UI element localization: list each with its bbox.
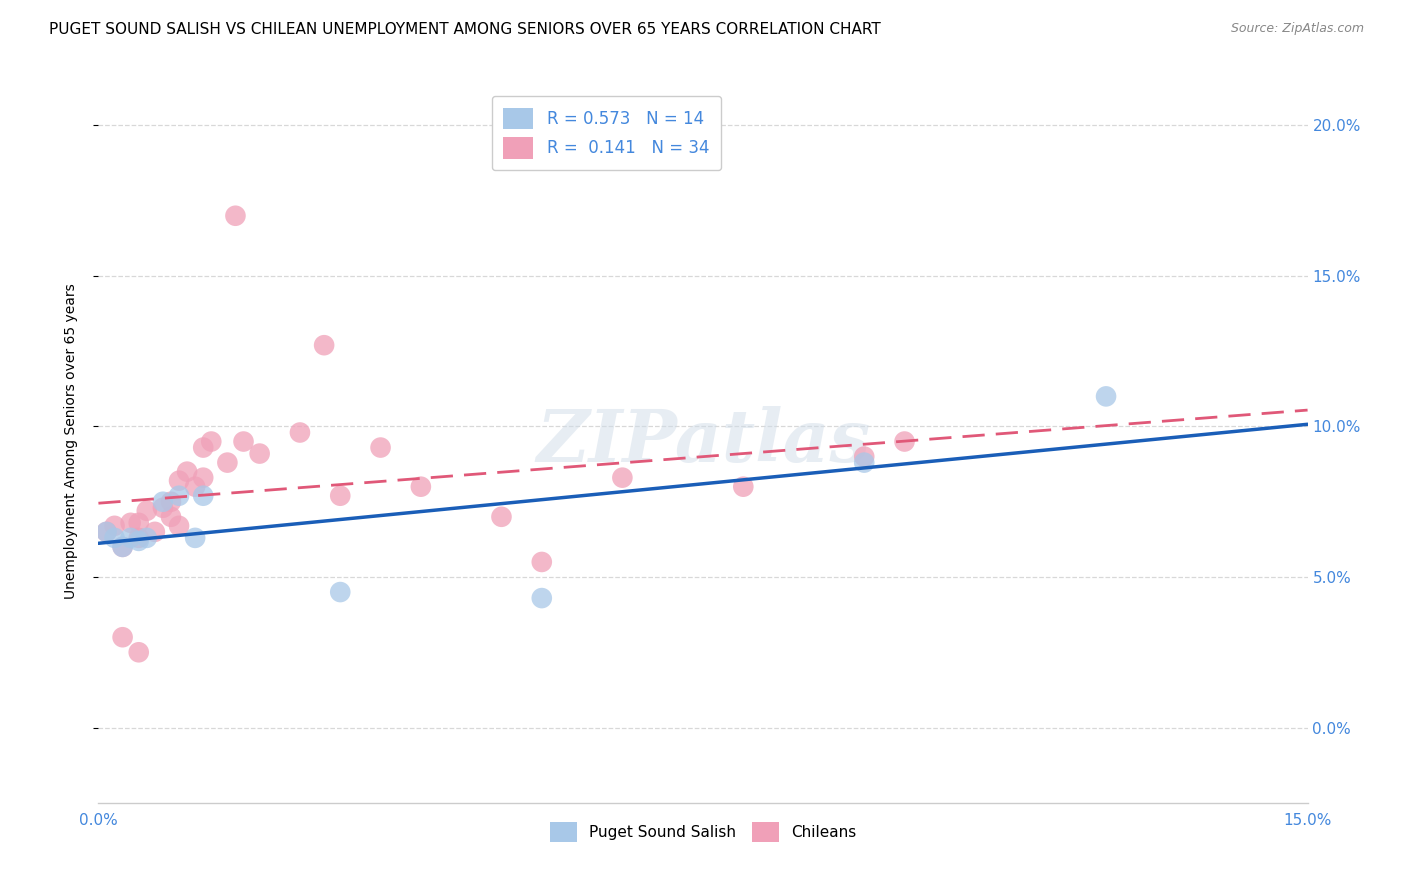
Point [491, 509, 513, 524]
Point [128, 516, 150, 530]
Point [128, 645, 150, 659]
Point [120, 516, 142, 530]
Point [409, 480, 432, 494]
Point [193, 470, 215, 484]
Point [152, 500, 174, 515]
Point [111, 540, 134, 554]
Point [96, 524, 118, 539]
Point [160, 509, 183, 524]
Point [167, 474, 190, 488]
Point [853, 456, 876, 470]
Legend: Puget Sound Salish, Chileans: Puget Sound Salish, Chileans [541, 814, 865, 849]
Point [135, 504, 157, 518]
Point [111, 630, 134, 644]
Point [143, 524, 166, 539]
Point [128, 531, 150, 545]
Point [128, 533, 150, 548]
Point [103, 518, 125, 533]
Point [733, 480, 755, 494]
Point [184, 531, 207, 545]
Point [314, 338, 336, 352]
Point [893, 434, 915, 449]
Point [329, 585, 352, 599]
Point [224, 209, 246, 223]
Point [853, 450, 876, 464]
Point [152, 494, 174, 508]
Point [612, 470, 634, 484]
Point [193, 489, 215, 503]
Text: ZIPatlas: ZIPatlas [536, 406, 870, 477]
Point [249, 446, 271, 460]
Point [135, 531, 157, 545]
Point [217, 456, 239, 470]
Point [232, 434, 254, 449]
Text: Source: ZipAtlas.com: Source: ZipAtlas.com [1230, 22, 1364, 36]
Point [176, 465, 198, 479]
Point [120, 531, 142, 545]
Point [160, 494, 183, 508]
Point [103, 531, 125, 545]
Point [530, 555, 553, 569]
Point [111, 540, 134, 554]
Point [1095, 389, 1118, 403]
Text: PUGET SOUND SALISH VS CHILEAN UNEMPLOYMENT AMONG SENIORS OVER 65 YEARS CORRELATI: PUGET SOUND SALISH VS CHILEAN UNEMPLOYME… [49, 22, 882, 37]
Point [96, 524, 118, 539]
Point [184, 480, 207, 494]
Point [167, 489, 190, 503]
Point [200, 434, 222, 449]
Point [530, 591, 553, 606]
Point [370, 441, 392, 455]
Point [167, 518, 190, 533]
Point [193, 441, 215, 455]
Y-axis label: Unemployment Among Seniors over 65 years: Unemployment Among Seniors over 65 years [63, 284, 77, 599]
Point [288, 425, 311, 440]
Point [329, 489, 352, 503]
